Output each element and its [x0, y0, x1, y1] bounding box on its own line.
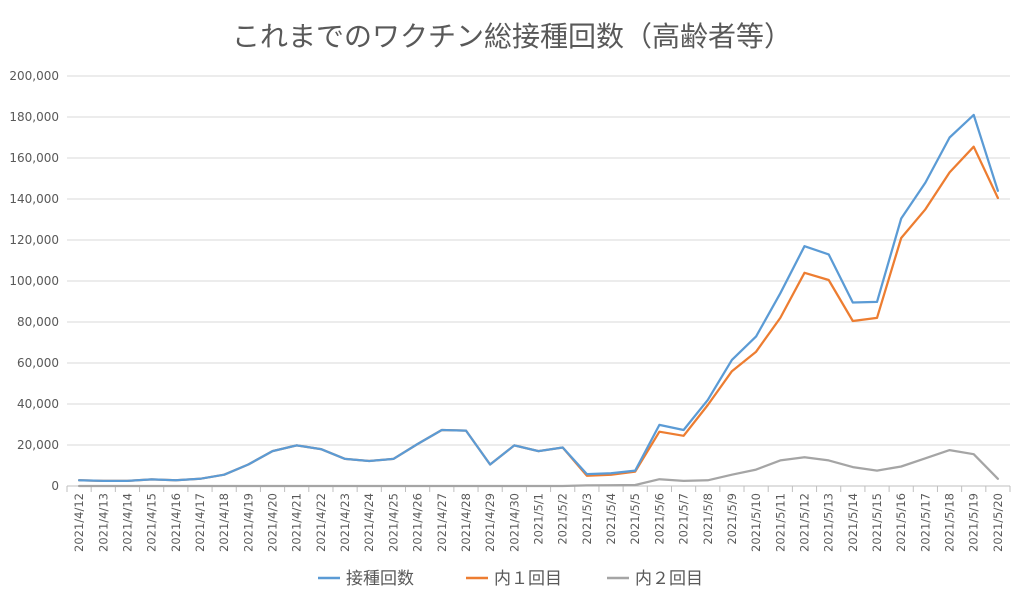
x-tick-label: 2021/4/20: [266, 493, 280, 552]
y-tick-label: 100,000: [9, 274, 59, 288]
x-tick-label: 2021/5/6: [652, 493, 666, 545]
x-tick-label: 2021/4/21: [290, 493, 304, 552]
legend-label-2: 内１回目: [494, 569, 562, 589]
x-tick-label: 2021/5/2: [556, 493, 570, 545]
x-tick-label: 2021/5/14: [846, 493, 860, 552]
x-tick-label: 2021/4/29: [483, 493, 497, 552]
y-tick-label: 200,000: [9, 69, 59, 83]
x-tick-label: 2021/4/19: [241, 493, 255, 552]
x-tick-label: 2021/5/18: [943, 493, 957, 552]
x-tick-label: 2021/5/4: [604, 493, 618, 545]
x-tick-label: 2021/4/15: [145, 493, 159, 552]
x-tick-label: 2021/5/16: [894, 493, 908, 552]
x-tick-label: 2021/4/14: [120, 493, 134, 552]
x-tick-label: 2021/4/26: [411, 493, 425, 552]
x-tick-label: 2021/4/23: [338, 493, 352, 552]
series-line-3: [77, 448, 1000, 488]
x-tick-label: 2021/5/5: [628, 493, 642, 545]
y-tick-label: 0: [51, 479, 59, 493]
x-tick-label: 2021/4/17: [193, 493, 207, 552]
x-tick-label: 2021/5/7: [677, 493, 691, 545]
x-tick-label: 2021/5/19: [967, 493, 981, 552]
x-tick-label: 2021/4/16: [169, 493, 183, 552]
x-tick-label: 2021/5/8: [701, 493, 715, 545]
series-line-1: [77, 113, 1000, 483]
y-tick-label: 40,000: [17, 397, 59, 411]
chart-title: これまでのワクチン総接種回数（高齢者等）: [232, 20, 792, 53]
x-tick-label: 2021/5/20: [991, 493, 1005, 552]
y-tick-label: 180,000: [9, 110, 59, 124]
legend-label-1: 接種回数: [346, 569, 414, 589]
x-tick-label: 2021/5/12: [797, 493, 811, 552]
x-tick-label: 2021/4/12: [72, 493, 86, 552]
x-tick-label: 2021/5/3: [580, 493, 594, 545]
x-tick-label: 2021/4/28: [459, 493, 473, 552]
x-tick-label: 2021/5/17: [918, 493, 932, 552]
x-tick-label: 2021/5/9: [725, 493, 739, 545]
x-tick-label: 2021/4/18: [217, 493, 231, 552]
x-tick-label: 2021/4/27: [435, 493, 449, 552]
y-tick-label: 120,000: [9, 233, 59, 247]
legend-label-3: 内２回目: [635, 569, 703, 589]
x-tick-label: 2021/4/24: [362, 493, 376, 552]
x-tick-label: 2021/4/25: [386, 493, 400, 552]
x-tick-label: 2021/5/13: [822, 493, 836, 552]
x-tick-label: 2021/4/13: [96, 493, 110, 552]
x-tick-label: 2021/5/1: [532, 493, 546, 545]
x-tick-label: 2021/4/30: [507, 493, 521, 552]
y-tick-label: 60,000: [17, 356, 59, 370]
x-tick-label: 2021/5/15: [870, 493, 884, 552]
y-tick-label: 20,000: [17, 438, 59, 452]
series-line-2: [77, 145, 1000, 483]
x-tick-label: 2021/4/22: [314, 493, 328, 552]
y-tick-label: 80,000: [17, 315, 59, 329]
y-tick-label: 160,000: [9, 151, 59, 165]
x-tick-label: 2021/5/10: [749, 493, 763, 552]
y-tick-label: 140,000: [9, 192, 59, 206]
x-tick-label: 2021/5/11: [773, 493, 787, 552]
